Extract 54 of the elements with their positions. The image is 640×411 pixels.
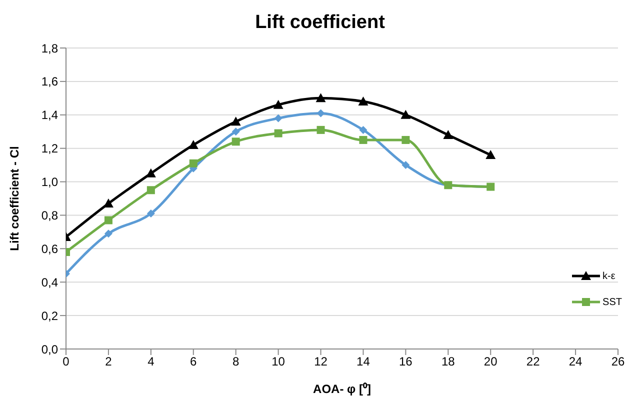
x-tick-label: 4 xyxy=(148,354,155,369)
point xyxy=(104,216,112,224)
x-tick-label: 10 xyxy=(272,354,286,369)
y-tick-label: 1,2 xyxy=(41,142,58,156)
x-tick-label: 12 xyxy=(314,354,328,369)
y-tick-label: 0,6 xyxy=(41,242,58,256)
point xyxy=(103,198,114,208)
point xyxy=(316,93,326,102)
y-tick-label: 0,4 xyxy=(41,275,58,290)
point xyxy=(359,136,368,144)
x-tick-label: 22 xyxy=(526,354,540,369)
point xyxy=(146,168,156,178)
chart-title: Lift coefficient xyxy=(254,11,386,35)
y-tick-label: 0,2 xyxy=(41,308,58,323)
point xyxy=(402,136,410,144)
x-tick-label: 26 xyxy=(611,354,625,369)
x-tick-label: 14 xyxy=(356,354,370,369)
point xyxy=(359,126,368,134)
legend-label: k-ε xyxy=(602,270,616,282)
point xyxy=(400,110,411,119)
legend-label: SST xyxy=(602,296,622,308)
y-tick-label: 0,0 xyxy=(41,342,58,356)
point xyxy=(443,130,454,139)
x-tick-label: 6 xyxy=(190,354,198,369)
point xyxy=(486,150,496,160)
point xyxy=(274,129,282,138)
y-axis-title: Lift coefficient - Cl xyxy=(7,146,22,251)
y-tick-label: 1,8 xyxy=(41,41,58,56)
y-tick-label: 1,0 xyxy=(41,175,58,190)
point xyxy=(316,109,325,118)
point xyxy=(230,116,241,126)
point xyxy=(146,186,155,194)
point xyxy=(146,210,155,218)
point xyxy=(104,230,112,238)
point xyxy=(358,96,368,106)
point xyxy=(274,114,282,122)
point xyxy=(232,128,240,136)
x-tick-label: 18 xyxy=(441,354,456,369)
point xyxy=(273,100,284,109)
x-tick-label: 8 xyxy=(232,354,240,369)
y-tick-label: 1,6 xyxy=(41,74,58,89)
point xyxy=(189,159,198,168)
x-axis-title: AOA- φ [⁰] xyxy=(313,382,371,396)
point xyxy=(232,138,240,146)
y-tick-label: 1,4 xyxy=(41,108,58,122)
x-tick-label: 16 xyxy=(399,354,413,369)
point xyxy=(402,161,410,170)
point xyxy=(188,140,198,149)
x-tick-label: 24 xyxy=(568,354,583,369)
x-tick-label: 0 xyxy=(62,354,70,369)
y-tick-label: 0,8 xyxy=(41,208,58,222)
x-tick-label: 20 xyxy=(484,354,498,369)
point xyxy=(316,126,325,134)
x-tick-label: 2 xyxy=(105,354,112,369)
